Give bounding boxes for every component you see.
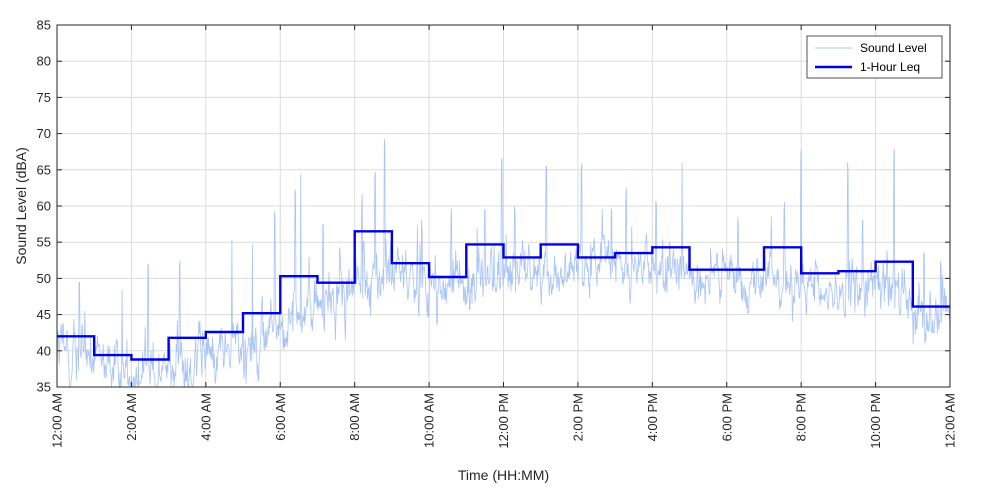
x-tick-label: 6:00 PM [719,393,734,441]
axis-ticks: 35 40 45 50 55 60 65 70 75 80 85 12:00 AM 2:00 AM 4:0… [37,18,958,449]
x-tick-label: 4:00 AM [198,393,213,441]
series-1-hour-leq-line [57,230,950,361]
legend: Sound Level 1-Hour Leq [806,35,943,79]
y-tick-label: 70 [37,126,51,141]
x-tick-label: 10:00 PM [868,393,883,449]
x-tick-label: 2:00 AM [124,393,139,441]
x-tick-label: 2:00 PM [570,393,585,441]
y-tick-label: 75 [37,90,51,105]
x-tick-label: 6:00 AM [273,393,288,441]
legend-box [806,35,943,79]
legend-label-sound-level: Sound Level [860,41,927,55]
y-tick-label: 60 [37,199,51,214]
y-tick-label: 80 [37,54,51,69]
x-tick-label: 10:00 AM [422,393,437,448]
x-axis-title: Time (HH:MM) [458,467,549,483]
x-tick-label: 8:00 AM [347,393,362,441]
x-tick-label: 12:00 PM [496,393,511,449]
data-layer [57,138,950,387]
x-tick-label: 12:00 AM [50,393,65,448]
y-tick-label: 40 [37,343,51,358]
y-tick-label: 50 [37,271,51,286]
x-tick-label: 8:00 PM [794,393,809,441]
y-axis-title: Sound Level (dBA) [13,147,29,265]
y-tick-label: 85 [37,18,51,33]
y-tick-label: 55 [37,235,51,250]
legend-label-1-hour-leq: 1-Hour Leq [860,60,920,74]
x-tick-label: 4:00 PM [645,393,660,441]
x-tick-label: 12:00 AM [943,393,958,448]
y-tick-label: 45 [37,307,51,322]
y-tick-label: 65 [37,162,51,177]
y-tick-label: 35 [37,380,51,395]
series-sound-level-line [57,138,950,387]
